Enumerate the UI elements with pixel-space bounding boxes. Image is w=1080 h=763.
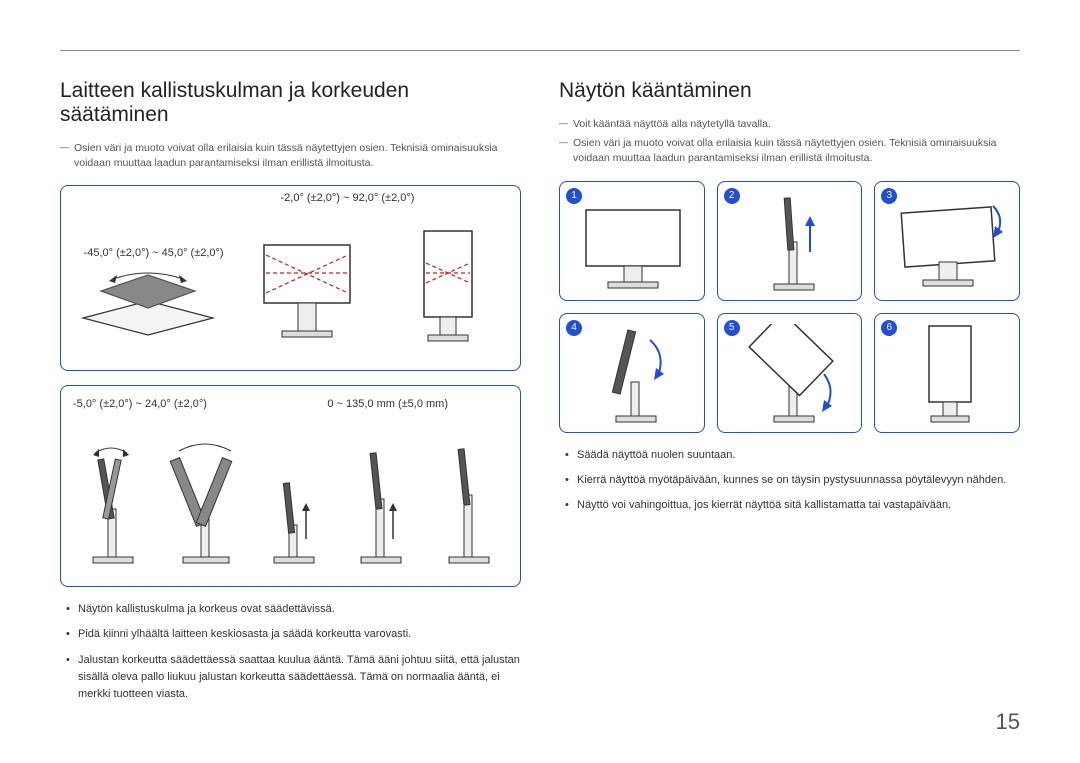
step-cell-4: 4 [559, 313, 705, 433]
tilt-height-panel: -5,0° (±2,0°) ~ 24,0° (±2,0°) 0 ~ 135,0 … [60, 385, 521, 587]
step-cell-6: 6 [874, 313, 1020, 433]
height-low-figure [256, 439, 326, 569]
step-badge: 1 [566, 188, 582, 204]
step-badge: 4 [566, 320, 582, 336]
step-4-figure [594, 324, 678, 428]
step-6-figure [915, 322, 985, 430]
bullet-item: Jalustan korkeutta säädettäessä saattaa … [64, 652, 521, 703]
height-high-figure [343, 439, 413, 569]
step-5-figure [738, 324, 850, 428]
step-cell-1: 1 [559, 181, 705, 301]
right-heading: Näytön kääntäminen [559, 79, 1020, 103]
swivel-label: -45,0° (±2,0°) ~ 45,0° (±2,0°) [73, 247, 234, 259]
step-1-figure [578, 204, 688, 296]
swivel-base-figure [73, 263, 223, 353]
horizontal-rule [60, 50, 1020, 51]
left-column: Laitteen kallistuskulman ja korkeuden sä… [60, 79, 521, 711]
tilt-side-figure [73, 439, 148, 569]
rotation-steps-grid: 1 2 [559, 181, 1020, 433]
height-label: 0 ~ 135,0 mm (±5,0 mm) [327, 398, 448, 410]
step-2-figure [754, 192, 834, 296]
portrait-monitor-figure [408, 223, 488, 353]
step-cell-2: 2 [717, 181, 863, 301]
step-cell-5: 5 [717, 313, 863, 433]
step-3-figure [893, 196, 1009, 296]
right-column: Näytön kääntäminen Voit kääntää näyttöä … [559, 79, 1020, 711]
height-high-figure-2 [431, 439, 501, 569]
landscape-monitor-figure [252, 223, 362, 353]
left-note: Osien väri ja muoto voivat olla erilaisi… [60, 141, 521, 171]
step-badge: 2 [724, 188, 740, 204]
page-number: 15 [996, 709, 1020, 735]
right-bullets: Säädä näyttöä nuolen suuntaan. Kierrä nä… [559, 447, 1020, 514]
left-bullets: Näytön kallistuskulma ja korkeus ovat sä… [60, 601, 521, 702]
bullet-item: Näytön kallistuskulma ja korkeus ovat sä… [64, 601, 521, 618]
bullet-item: Kierrä näyttöä myötäpäivään, kunnes se o… [563, 472, 1020, 489]
step-cell-3: 3 [874, 181, 1020, 301]
bullet-item: Pidä kiinni ylhäältä laitteen keskiosast… [64, 626, 521, 643]
bullet-item: Säädä näyttöä nuolen suuntaan. [563, 447, 1020, 464]
pivot-label: -2,0° (±2,0°) ~ 92,0° (±2,0°) [281, 192, 415, 204]
swivel-pivot-panel: -2,0° (±2,0°) ~ 92,0° (±2,0°) -45,0° (±2… [60, 185, 521, 371]
right-note-2: Osien väri ja muoto voivat olla erilaisi… [559, 136, 1020, 166]
step-badge: 6 [881, 320, 897, 336]
tilt-label: -5,0° (±2,0°) ~ 24,0° (±2,0°) [73, 398, 207, 410]
right-note-1: Voit kääntää näyttöä alla näytetyllä tav… [559, 117, 1020, 132]
bullet-item: Näyttö voi vahingoittua, jos kierrät näy… [563, 497, 1020, 514]
left-heading: Laitteen kallistuskulman ja korkeuden sä… [60, 79, 521, 127]
tilt-side-figure-2 [161, 439, 246, 569]
